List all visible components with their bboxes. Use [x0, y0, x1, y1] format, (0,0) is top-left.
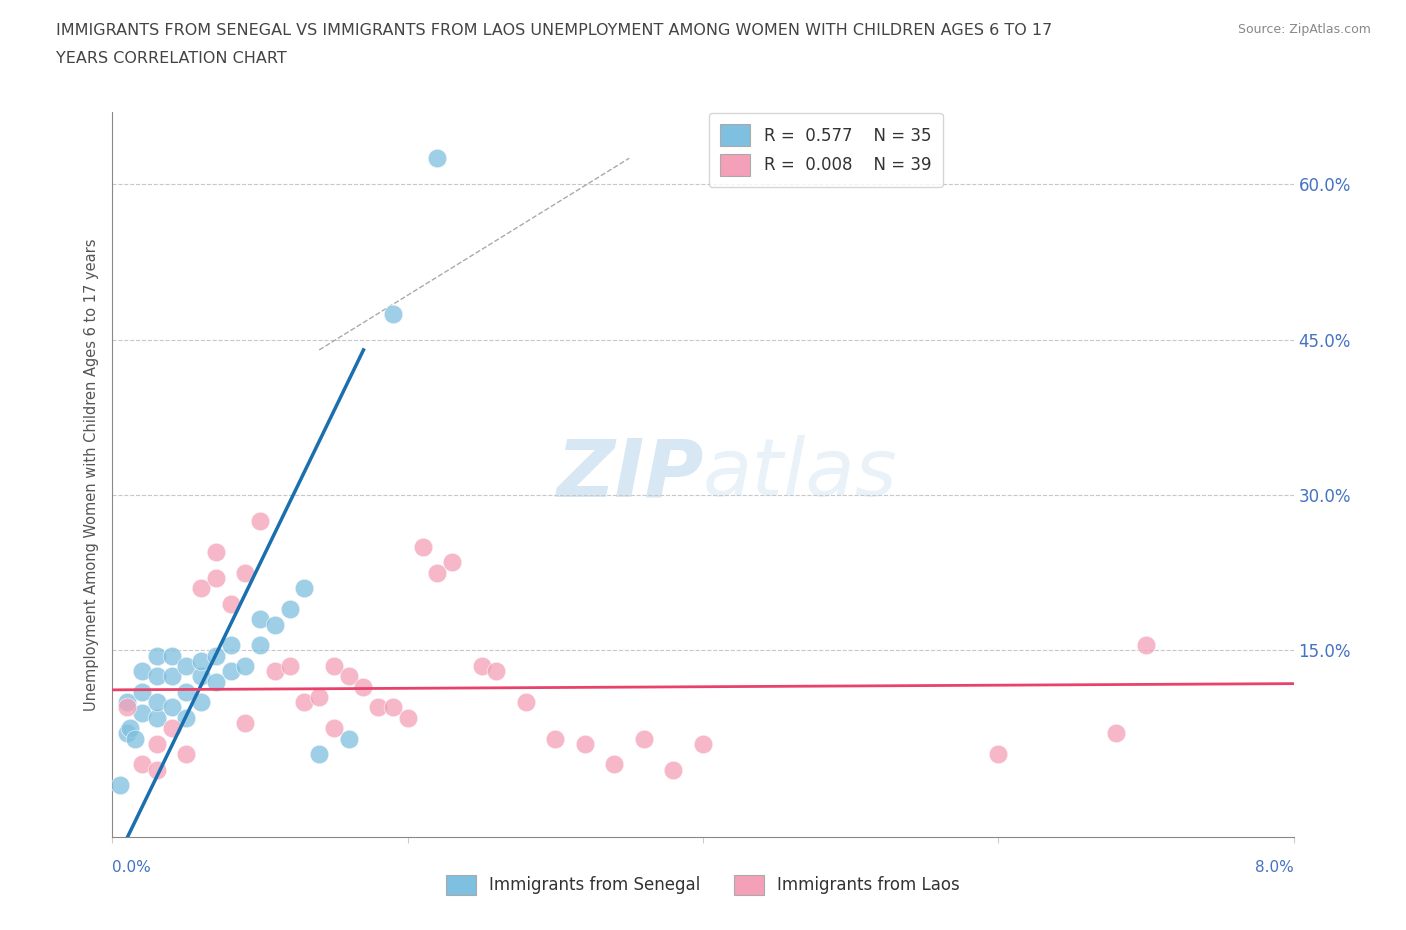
Point	[441, 555, 464, 570]
Point	[249, 513, 271, 528]
Point	[108, 777, 131, 792]
Legend: Immigrants from Senegal, Immigrants from Laos: Immigrants from Senegal, Immigrants from…	[439, 869, 967, 901]
Point	[146, 669, 169, 684]
Point	[396, 711, 419, 725]
Point	[146, 711, 169, 725]
Point	[337, 669, 360, 684]
Point	[264, 664, 287, 679]
Point	[308, 747, 330, 762]
Point	[412, 539, 434, 554]
Point	[426, 565, 449, 580]
Point	[485, 664, 508, 679]
Text: Source: ZipAtlas.com: Source: ZipAtlas.com	[1237, 23, 1371, 36]
Point	[131, 664, 153, 679]
Point	[205, 674, 228, 689]
Point	[131, 684, 153, 699]
Point	[337, 731, 360, 746]
Point	[146, 695, 169, 710]
Point	[367, 700, 389, 715]
Point	[323, 721, 346, 736]
Point	[219, 596, 242, 611]
Point	[117, 700, 138, 715]
Point	[987, 747, 1010, 762]
Point	[515, 695, 537, 710]
Point	[190, 581, 212, 596]
Point	[120, 721, 142, 736]
Point	[124, 731, 146, 746]
Text: 8.0%: 8.0%	[1254, 860, 1294, 875]
Point	[160, 721, 183, 736]
Point	[1105, 726, 1128, 741]
Point	[233, 565, 256, 580]
Point	[146, 763, 169, 777]
Point	[190, 695, 212, 710]
Point	[174, 684, 197, 699]
Point	[382, 306, 405, 321]
Point	[249, 638, 271, 653]
Y-axis label: Unemployment Among Women with Children Ages 6 to 17 years: Unemployment Among Women with Children A…	[83, 238, 98, 711]
Point	[662, 763, 685, 777]
Point	[233, 715, 256, 730]
Point	[219, 638, 242, 653]
Point	[117, 695, 138, 710]
Point	[174, 658, 197, 673]
Text: YEARS CORRELATION CHART: YEARS CORRELATION CHART	[56, 51, 287, 66]
Point	[205, 570, 228, 585]
Point	[692, 737, 714, 751]
Point	[292, 581, 315, 596]
Point	[174, 711, 197, 725]
Point	[249, 612, 271, 627]
Point	[574, 737, 596, 751]
Point	[278, 658, 301, 673]
Point	[264, 618, 287, 632]
Point	[219, 664, 242, 679]
Point	[146, 737, 169, 751]
Point	[131, 757, 153, 772]
Point	[471, 658, 494, 673]
Point	[117, 726, 138, 741]
Point	[160, 669, 183, 684]
Point	[633, 731, 655, 746]
Text: atlas: atlas	[703, 435, 898, 513]
Point	[352, 679, 374, 694]
Point	[308, 690, 330, 705]
Point	[603, 757, 626, 772]
Point	[160, 700, 183, 715]
Point	[323, 658, 346, 673]
Point	[190, 669, 212, 684]
Point	[174, 747, 197, 762]
Text: ZIP: ZIP	[555, 435, 703, 513]
Point	[160, 648, 183, 663]
Point	[190, 654, 212, 669]
Point	[1135, 638, 1157, 653]
Point	[131, 705, 153, 720]
Point	[205, 648, 228, 663]
Point	[426, 151, 449, 166]
Point	[544, 731, 567, 746]
Point	[278, 602, 301, 617]
Point	[205, 545, 228, 560]
Point	[146, 648, 169, 663]
Point	[233, 658, 256, 673]
Point	[382, 700, 405, 715]
Text: 0.0%: 0.0%	[112, 860, 152, 875]
Point	[292, 695, 315, 710]
Text: IMMIGRANTS FROM SENEGAL VS IMMIGRANTS FROM LAOS UNEMPLOYMENT AMONG WOMEN WITH CH: IMMIGRANTS FROM SENEGAL VS IMMIGRANTS FR…	[56, 23, 1053, 38]
